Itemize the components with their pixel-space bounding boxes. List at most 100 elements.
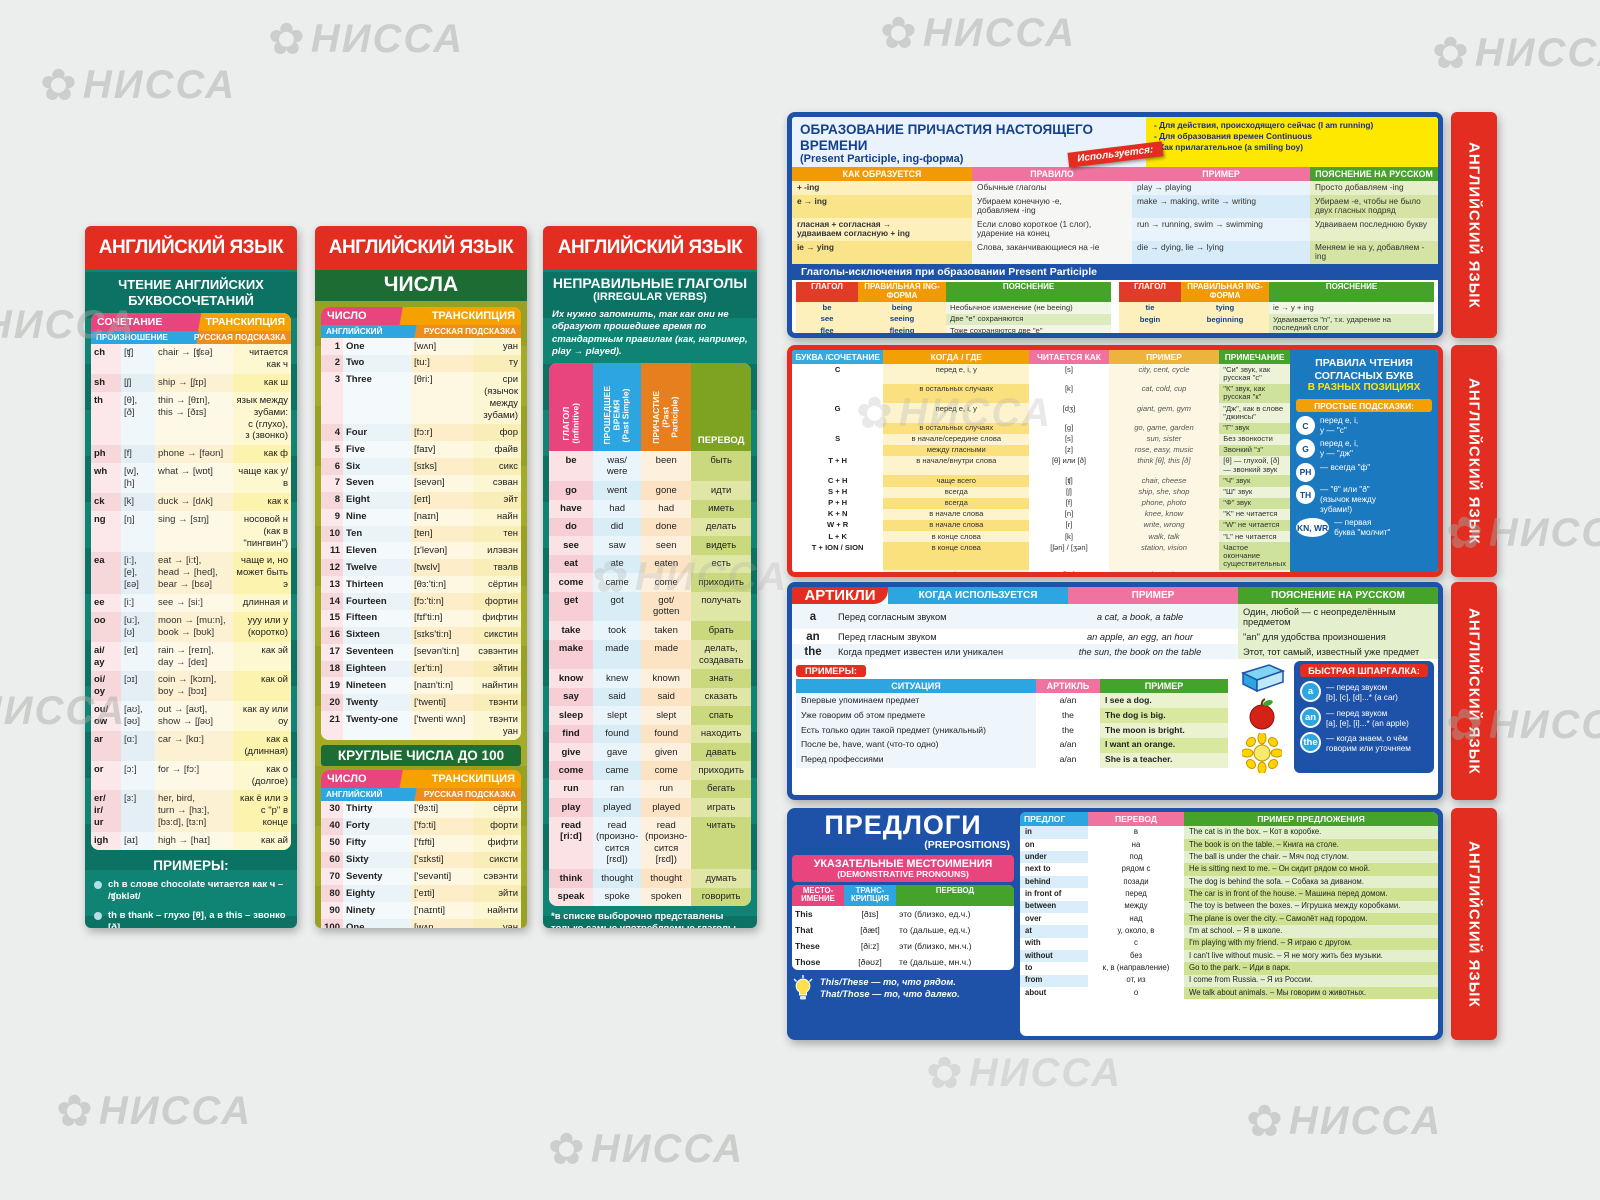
cheat-item: the — когда знаем, о чём говорим или уто…	[1300, 732, 1428, 754]
table-row: 50 Fifty ['fɪfti] фифти	[321, 834, 521, 852]
cell-example-sentence: We talk about animals. – Мы говорим о жи…	[1184, 986, 1438, 1000]
cell-number: 20	[321, 694, 343, 712]
table-row: read [ri:d] read (произно- сится [rɛd]) …	[549, 816, 751, 870]
cell-preposition: behind	[1020, 875, 1088, 889]
cell-letter	[792, 422, 884, 434]
cell-word: Twelve	[343, 559, 411, 577]
cell-word: Sixteen	[343, 626, 411, 644]
cell-word: Seventeen	[343, 643, 411, 661]
cell-explanation: Удваивается "n", т.к. ударение на послед…	[1269, 314, 1434, 333]
table-row: speak spoke spoken говорить	[549, 887, 751, 906]
cell-translation: читать	[691, 816, 751, 870]
column-header-when-used: КОГДА ИСПОЛЬЗУЕТСЯ	[888, 587, 1068, 604]
table-row: play played played играть	[549, 798, 751, 817]
cell-hint: сэван	[473, 474, 521, 492]
table-row: wh [w], [h] what → [wɒt] чаще как у/в	[91, 463, 291, 493]
cell-past-participle: come	[641, 573, 692, 592]
cell-infinitive: know	[549, 669, 593, 688]
cell-verb: be	[796, 302, 858, 314]
table-row: take took taken брать	[549, 621, 751, 640]
table-row: under под The ball is under the chair. –…	[1020, 851, 1438, 864]
cell-transcription: [f]	[121, 445, 155, 464]
table-row: flee fleeing Тоже сохраняются две "е"	[796, 325, 1111, 333]
cell-hint: тен	[473, 525, 521, 543]
cell-hint: читается как ч	[233, 344, 291, 374]
cell-when-where: в середине/конце слова	[883, 570, 1030, 572]
cell-infinitive: be	[549, 451, 593, 482]
cell-transcription: ['naɪnti]	[411, 902, 473, 919]
cell-example: The moon is bright.	[1100, 723, 1228, 738]
cell-when-where: в остальных случаях	[883, 422, 1030, 434]
sidebar-title: ПРАВИЛА ЧТЕНИЯ СОГЛАСНЫХ БУКВ	[1314, 357, 1414, 382]
flower-icon	[268, 14, 307, 65]
cell-explanation: Убираем -e, чтобы не было двух гласных п…	[1310, 194, 1438, 218]
flower-icon	[40, 60, 79, 111]
cell-hint: илэвэн	[473, 542, 521, 560]
hint-text: — первая буква "молчит"	[1334, 518, 1391, 537]
card-present-participle: ОБРАЗОВАНИЕ ПРИЧАСТИЯ НАСТОЯЩЕГО ВРЕМЕНИ…	[787, 112, 1497, 338]
cell-translation: перед	[1125, 889, 1147, 899]
table-row: 9 Nine [naɪn] найн	[321, 508, 521, 526]
table-row: give gave given давать	[549, 743, 751, 762]
cell-example-sentence: The book is on the table. – Книга на сто…	[1184, 838, 1438, 852]
cell-article: the	[1062, 724, 1074, 735]
cell-article: a/an	[1059, 694, 1077, 705]
card-title: НЕПРАВИЛЬНЫЕ ГЛАГОЛЫ	[552, 275, 748, 291]
column-header-transcription: ТРАНС- КРИПЦИЯ	[844, 885, 896, 906]
cell-example-sentence: I can't live without music. – Я не могу …	[1184, 949, 1438, 963]
cell-preposition: with	[1020, 937, 1088, 950]
watermark-text: НИССА	[968, 1051, 1123, 1095]
cell-number: 11	[321, 542, 343, 560]
cell-example: She is a teacher.	[1100, 752, 1228, 768]
cell-past-participle: made	[641, 639, 692, 670]
table-row: 11 Eleven [ɪ'levən] илэвэн	[321, 542, 521, 560]
cell-example-sentence: I come from Russia. – Я из России.	[1184, 974, 1438, 987]
cell-transcription: [w], [h]	[121, 463, 155, 493]
cell-past-participle: seen	[641, 536, 692, 555]
cell-past-simple: thought	[593, 869, 642, 888]
bullet-icon	[94, 880, 102, 889]
cell-example: The dog is big.	[1100, 708, 1228, 724]
cell-infinitive: find	[549, 724, 593, 744]
flower-icon	[548, 1124, 587, 1175]
cell-article: a	[809, 610, 817, 623]
cell-translation: находить	[691, 724, 751, 744]
table-row: come came come приходить	[549, 761, 751, 780]
cell-word: Eighty	[343, 885, 411, 903]
cell-infinitive: play	[549, 798, 593, 817]
cell-hint: твэнти	[473, 694, 521, 712]
cell-hint: найнти	[473, 902, 521, 919]
table-row: T + ION / SION в конце слова [ʃən] / [ʒə…	[792, 542, 1290, 571]
cell-translation: делать	[691, 517, 751, 537]
cell-word: Eighteen	[343, 660, 411, 678]
cell-letter: W + R	[792, 519, 884, 532]
cell-reads-as: [s]	[1029, 433, 1109, 445]
column-header-pronunciation: ПРОИЗНОШЕНИЕ	[96, 333, 168, 343]
articles-main: АРТИКЛИ КОГДА ИСПОЛЬЗУЕТСЯ ПРИМЕР ПОЯСНЕ…	[787, 582, 1443, 800]
examples-heading: ПРИМЕРЫ:	[153, 857, 229, 873]
cell-reads-as: [k]	[1029, 531, 1109, 543]
cell-word: Two	[343, 354, 411, 372]
hint-item: C перед e, i, у — "с"	[1296, 416, 1432, 436]
numbers-table-header: ЧИСЛО ТРАНСКИПЦИЯ	[321, 307, 521, 325]
card-brand-header: АНГЛИЙСКИЙ ЯЗЫК	[315, 226, 527, 270]
cell-translation: давать	[691, 743, 751, 762]
table-row: see saw seen видеть	[549, 536, 751, 555]
column-header-when-where: КОГДА / ГДЕ	[883, 350, 1030, 365]
cell-hint: сри (язычок между зубами)	[473, 371, 521, 425]
cell-hint: фор	[473, 424, 521, 442]
cell-past-participle: done	[641, 517, 692, 537]
table-row: ie → ying Слова, заканчивающиеся на -ie …	[792, 240, 1438, 264]
cell-number: 18	[321, 660, 343, 678]
cell-translation: есть	[691, 554, 751, 574]
table-row: G перед e, i, y [dʒ] giant, gem, gym "Дж…	[792, 403, 1290, 423]
cell-hint: как ё или э с "р" в конце	[233, 790, 291, 833]
cell-word: Fourteen	[343, 593, 411, 610]
cell-situation: Перед профессиями	[796, 752, 1036, 768]
table-row: ng [ŋ] sing → [sɪŋ] носовой н (как в "пи…	[91, 510, 291, 553]
cell-article: a/an	[1059, 739, 1077, 750]
table-row: These [ði:z] эти (близко, мн.ч.)	[792, 938, 1014, 954]
cell-hint: фифтин	[473, 609, 521, 627]
table-row: eat ate eaten есть	[549, 554, 751, 574]
table-row: ai/ ay [eɪ] rain → [reɪn], day → [deɪ] к…	[91, 641, 291, 672]
